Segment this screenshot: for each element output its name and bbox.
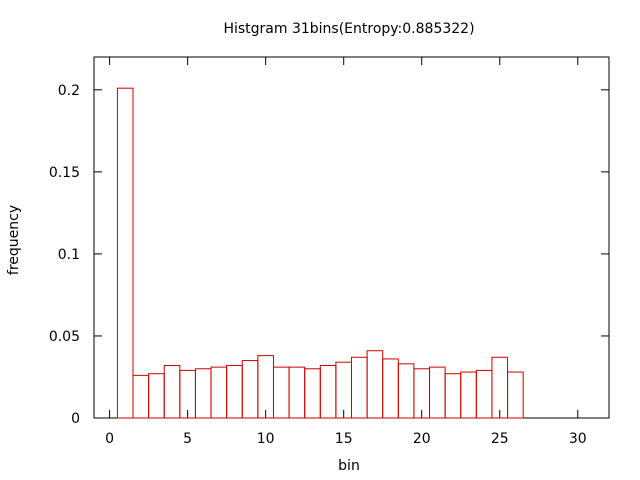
y-axis-label: frequency	[6, 205, 22, 275]
x-tick-label: 10	[257, 431, 275, 447]
bar	[429, 366, 446, 419]
x-tick-label: 25	[491, 431, 509, 447]
bar	[226, 364, 243, 419]
bar	[319, 364, 337, 419]
bar	[507, 371, 524, 419]
y-tick-label: 0.15	[49, 165, 80, 181]
y-tick-label: 0.2	[58, 83, 80, 99]
bar	[444, 373, 462, 419]
x-tick-label: 30	[569, 431, 587, 447]
bar	[382, 358, 399, 419]
y-axis: 0 0.05 0.1 0.15 0.2	[49, 83, 609, 427]
bar	[475, 369, 493, 419]
bar	[148, 373, 165, 419]
chart-title: Histgram 31bins(Entropy:0.885322)	[223, 21, 474, 37]
x-tick-label: 0	[105, 431, 114, 447]
bar	[460, 371, 477, 419]
bar	[116, 87, 134, 419]
x-axis: 0 5 10 15 20 25 30	[105, 57, 587, 447]
bar	[257, 355, 274, 419]
bar	[241, 360, 259, 419]
x-tick-label: 5	[183, 431, 192, 447]
bar	[272, 366, 290, 419]
bar	[304, 368, 321, 419]
bar	[351, 356, 368, 419]
x-axis-label: bin	[338, 458, 360, 474]
bars	[116, 87, 524, 419]
x-tick-label: 15	[335, 431, 353, 447]
x-tick-label: 20	[413, 431, 431, 447]
y-tick-label: 0.1	[58, 247, 80, 263]
bar	[491, 356, 509, 419]
bar	[335, 361, 353, 419]
bar	[397, 363, 415, 419]
bar	[132, 374, 150, 419]
bar	[288, 366, 306, 419]
y-tick-label: 0	[71, 411, 80, 427]
bar	[194, 368, 212, 419]
bar	[366, 350, 384, 419]
bar	[163, 364, 181, 419]
y-tick-label: 0.05	[49, 329, 80, 345]
bar	[210, 366, 228, 419]
